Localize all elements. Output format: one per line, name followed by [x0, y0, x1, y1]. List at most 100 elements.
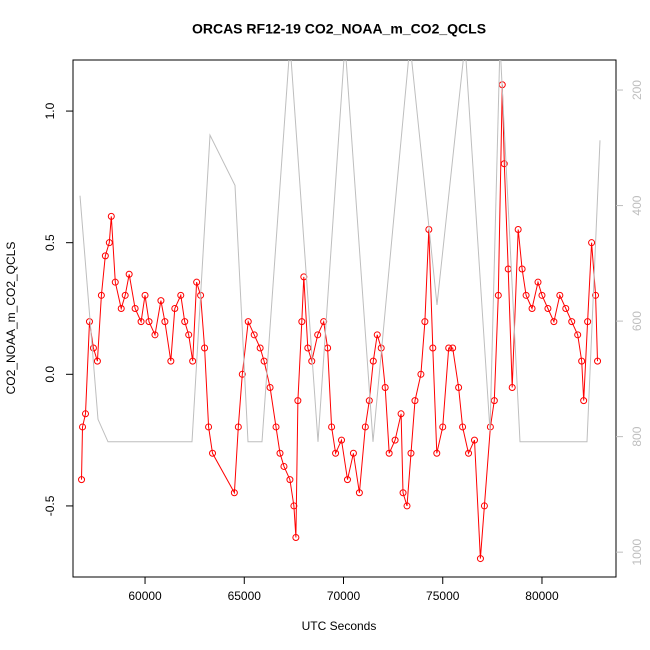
data-point: [455, 383, 463, 391]
data-point: [328, 423, 336, 431]
data-point: [230, 489, 238, 497]
chart-title: ORCAS RF12-19 CO2_NOAA_m_CO2_QCLS: [192, 21, 486, 37]
data-point: [171, 304, 179, 312]
x-tick-label: 80000: [525, 589, 559, 603]
x-axis-label: UTC Seconds: [302, 619, 377, 633]
data-point: [594, 357, 602, 365]
data-point: [381, 383, 389, 391]
data-point: [320, 318, 328, 326]
data-point: [304, 344, 312, 352]
data-point: [407, 449, 415, 457]
data-point: [209, 449, 217, 457]
y2-tick-label: 800: [630, 426, 644, 446]
plot-frame: [72, 59, 617, 578]
data-point: [338, 436, 346, 444]
data-point: [403, 502, 411, 510]
data-point: [101, 252, 109, 260]
data-point: [518, 265, 526, 273]
data-point: [562, 304, 570, 312]
series-line: [81, 84, 598, 559]
data-point: [417, 370, 425, 378]
data-point: [361, 423, 369, 431]
data-point: [177, 291, 185, 299]
data-point: [89, 344, 97, 352]
data-point: [449, 344, 457, 352]
y-tick-label: 0.0: [43, 366, 57, 383]
data-point: [355, 489, 363, 497]
data-point: [373, 331, 381, 339]
data-point: [391, 436, 399, 444]
x-tick-label: 60000: [128, 589, 162, 603]
data-point: [82, 410, 90, 418]
data-point: [534, 278, 542, 286]
data-point: [470, 436, 478, 444]
data-point: [429, 344, 437, 352]
y-tick-label: 1.0: [43, 102, 57, 119]
data-point: [445, 344, 453, 352]
data-point: [276, 449, 284, 457]
data-point: [167, 357, 175, 365]
data-point: [117, 304, 125, 312]
data-point: [131, 304, 139, 312]
data-point: [568, 318, 576, 326]
data-point: [157, 297, 165, 305]
data-point: [244, 318, 252, 326]
data-point: [201, 344, 209, 352]
data-point: [205, 423, 213, 431]
data-point: [421, 318, 429, 326]
data-point: [260, 357, 268, 365]
data-point: [399, 489, 407, 497]
data-point: [79, 423, 87, 431]
data-point: [290, 502, 298, 510]
data-point: [280, 462, 288, 470]
data-point: [256, 344, 264, 352]
data-point: [298, 318, 306, 326]
data-point: [580, 397, 588, 405]
data-point: [189, 357, 197, 365]
data-point: [369, 357, 377, 365]
data-point: [578, 357, 586, 365]
x-tick-label: 75000: [426, 589, 460, 603]
data-point: [93, 357, 101, 365]
data-point: [459, 423, 467, 431]
data-point: [181, 318, 189, 326]
data-point: [161, 318, 169, 326]
data-point: [250, 331, 258, 339]
data-point: [574, 331, 582, 339]
data-point: [411, 397, 419, 405]
data-point: [107, 212, 115, 220]
x-tick-label: 65000: [228, 589, 262, 603]
data-point: [349, 449, 357, 457]
data-point: [314, 331, 322, 339]
data-point: [125, 270, 133, 278]
y2-tick-label: 1000: [630, 538, 644, 565]
data-point: [185, 331, 193, 339]
data-point: [433, 449, 441, 457]
data-point: [490, 397, 498, 405]
data-point: [500, 160, 508, 168]
data-point: [294, 397, 302, 405]
data-point: [111, 278, 119, 286]
data-point: [78, 476, 86, 484]
data-point: [343, 476, 351, 484]
data-point: [538, 291, 546, 299]
data-point: [522, 291, 530, 299]
data-point: [480, 502, 488, 510]
data-point: [365, 397, 373, 405]
data-point: [141, 291, 149, 299]
data-point: [137, 318, 145, 326]
data-point: [476, 555, 484, 563]
data-point: [332, 449, 340, 457]
y-tick-label: -0.5: [43, 495, 57, 516]
data-point: [385, 449, 393, 457]
data-point: [550, 318, 558, 326]
data-point: [584, 318, 592, 326]
data-point: [397, 410, 405, 418]
x-tick-label: 70000: [327, 589, 361, 603]
data-point: [97, 291, 105, 299]
data-point: [105, 239, 113, 247]
data-point: [508, 383, 516, 391]
data-point: [514, 226, 522, 234]
data-point: [266, 383, 274, 391]
